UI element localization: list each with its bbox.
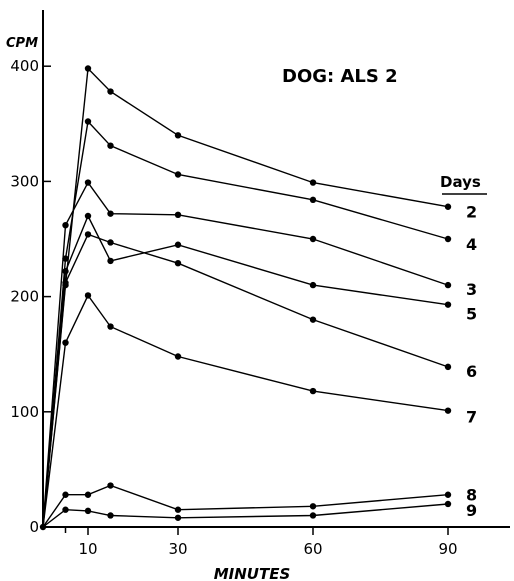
data-point-day-9 [174, 514, 182, 521]
data-point-day-6 [84, 231, 92, 238]
data-point-day-9 [107, 512, 114, 519]
y-tick-label: 400 [10, 57, 39, 75]
series-line-day-7 [42, 294, 449, 528]
series-label-day-6: 6 [466, 362, 477, 381]
data-point-day-5 [174, 241, 182, 248]
data-point-day-9 [309, 512, 317, 519]
series-label-day-3: 3 [466, 280, 477, 299]
data-point-day-5 [62, 268, 69, 275]
series-lines [42, 66, 449, 528]
series-label-day-9: 9 [466, 501, 477, 520]
data-point-day-3 [309, 235, 317, 243]
data-point-day-3 [107, 210, 114, 217]
series-line-day-3 [42, 181, 449, 528]
data-point-day-2 [309, 179, 317, 186]
data-point-day-8 [444, 491, 452, 498]
data-point-day-7 [107, 323, 114, 330]
data-point-day-5 [309, 281, 317, 289]
data-point-day-3 [174, 211, 182, 219]
data-point-day-6 [309, 316, 317, 323]
data-point-day-9 [444, 500, 452, 508]
data-point-day-4 [107, 142, 114, 149]
data-point-day-2 [444, 203, 452, 210]
data-point-origin [39, 523, 47, 531]
data-point-day-3 [84, 179, 92, 186]
series-line-day-2 [42, 66, 449, 528]
series-line-day-4 [42, 119, 449, 528]
x-tick-label: 90 [438, 540, 457, 558]
data-point-day-2 [107, 88, 114, 95]
data-point-day-6 [174, 259, 182, 267]
chart-title: DOG: ALS 2 [282, 66, 398, 87]
data-point-day-6 [107, 239, 114, 246]
series-label-day-7: 7 [466, 408, 477, 427]
series-label-day-5: 5 [466, 305, 477, 324]
data-point-day-4 [174, 171, 182, 178]
series-line-day-6 [42, 233, 449, 528]
y-tick-label: 100 [10, 403, 39, 421]
data-point-day-5 [107, 257, 114, 265]
data-point-day-5 [444, 301, 452, 308]
x-axis-title: MINUTES [214, 565, 291, 581]
data-point-day-4 [62, 255, 69, 262]
axes [42, 10, 510, 528]
series-line-day-8 [42, 484, 449, 528]
y-ticks: 0 100 200 300 400 [10, 57, 51, 536]
data-point-day-9 [62, 506, 69, 513]
legend-title: Days [440, 173, 481, 191]
series-label-day-8: 8 [466, 486, 477, 505]
data-point-day-3 [444, 281, 452, 289]
data-point-day-6 [62, 279, 69, 286]
data-point-day-4 [84, 118, 92, 125]
y-tick-label: 0 [29, 518, 39, 536]
y-tick-label: 200 [10, 288, 39, 306]
data-point-day-7 [84, 292, 92, 299]
data-point-day-6 [444, 363, 452, 371]
data-point-day-4 [444, 235, 452, 243]
data-point-day-2 [174, 132, 182, 139]
data-point-day-2 [84, 65, 92, 72]
data-point-day-3 [62, 221, 69, 229]
data-point-day-8 [174, 506, 182, 513]
x-tick-label: 60 [303, 540, 322, 558]
x-tick-label: 30 [168, 540, 187, 558]
series-label-day-2: 2 [466, 203, 477, 222]
data-point-day-8 [107, 482, 114, 489]
x-ticks: 10 30 60 90 [64, 527, 458, 558]
y-tick-label: 300 [10, 172, 39, 190]
series-line-day-5 [42, 214, 449, 528]
data-point-day-4 [309, 196, 317, 204]
data-point-day-7 [309, 387, 317, 395]
data-point-day-8 [309, 503, 317, 510]
data-point-day-7 [62, 339, 69, 346]
data-point-day-7 [444, 407, 452, 414]
data-points [39, 65, 452, 531]
x-tick-label: 10 [78, 540, 97, 558]
data-point-day-7 [174, 353, 182, 360]
data-point-day-5 [84, 212, 92, 220]
data-point-day-8 [84, 491, 92, 498]
series-label-day-4: 4 [466, 235, 477, 254]
y-axis-title: CPM [6, 36, 38, 51]
data-point-day-9 [84, 507, 92, 515]
series-labels: 2 4 3 5 6 7 89 [466, 203, 477, 520]
data-point-day-8 [62, 491, 69, 498]
